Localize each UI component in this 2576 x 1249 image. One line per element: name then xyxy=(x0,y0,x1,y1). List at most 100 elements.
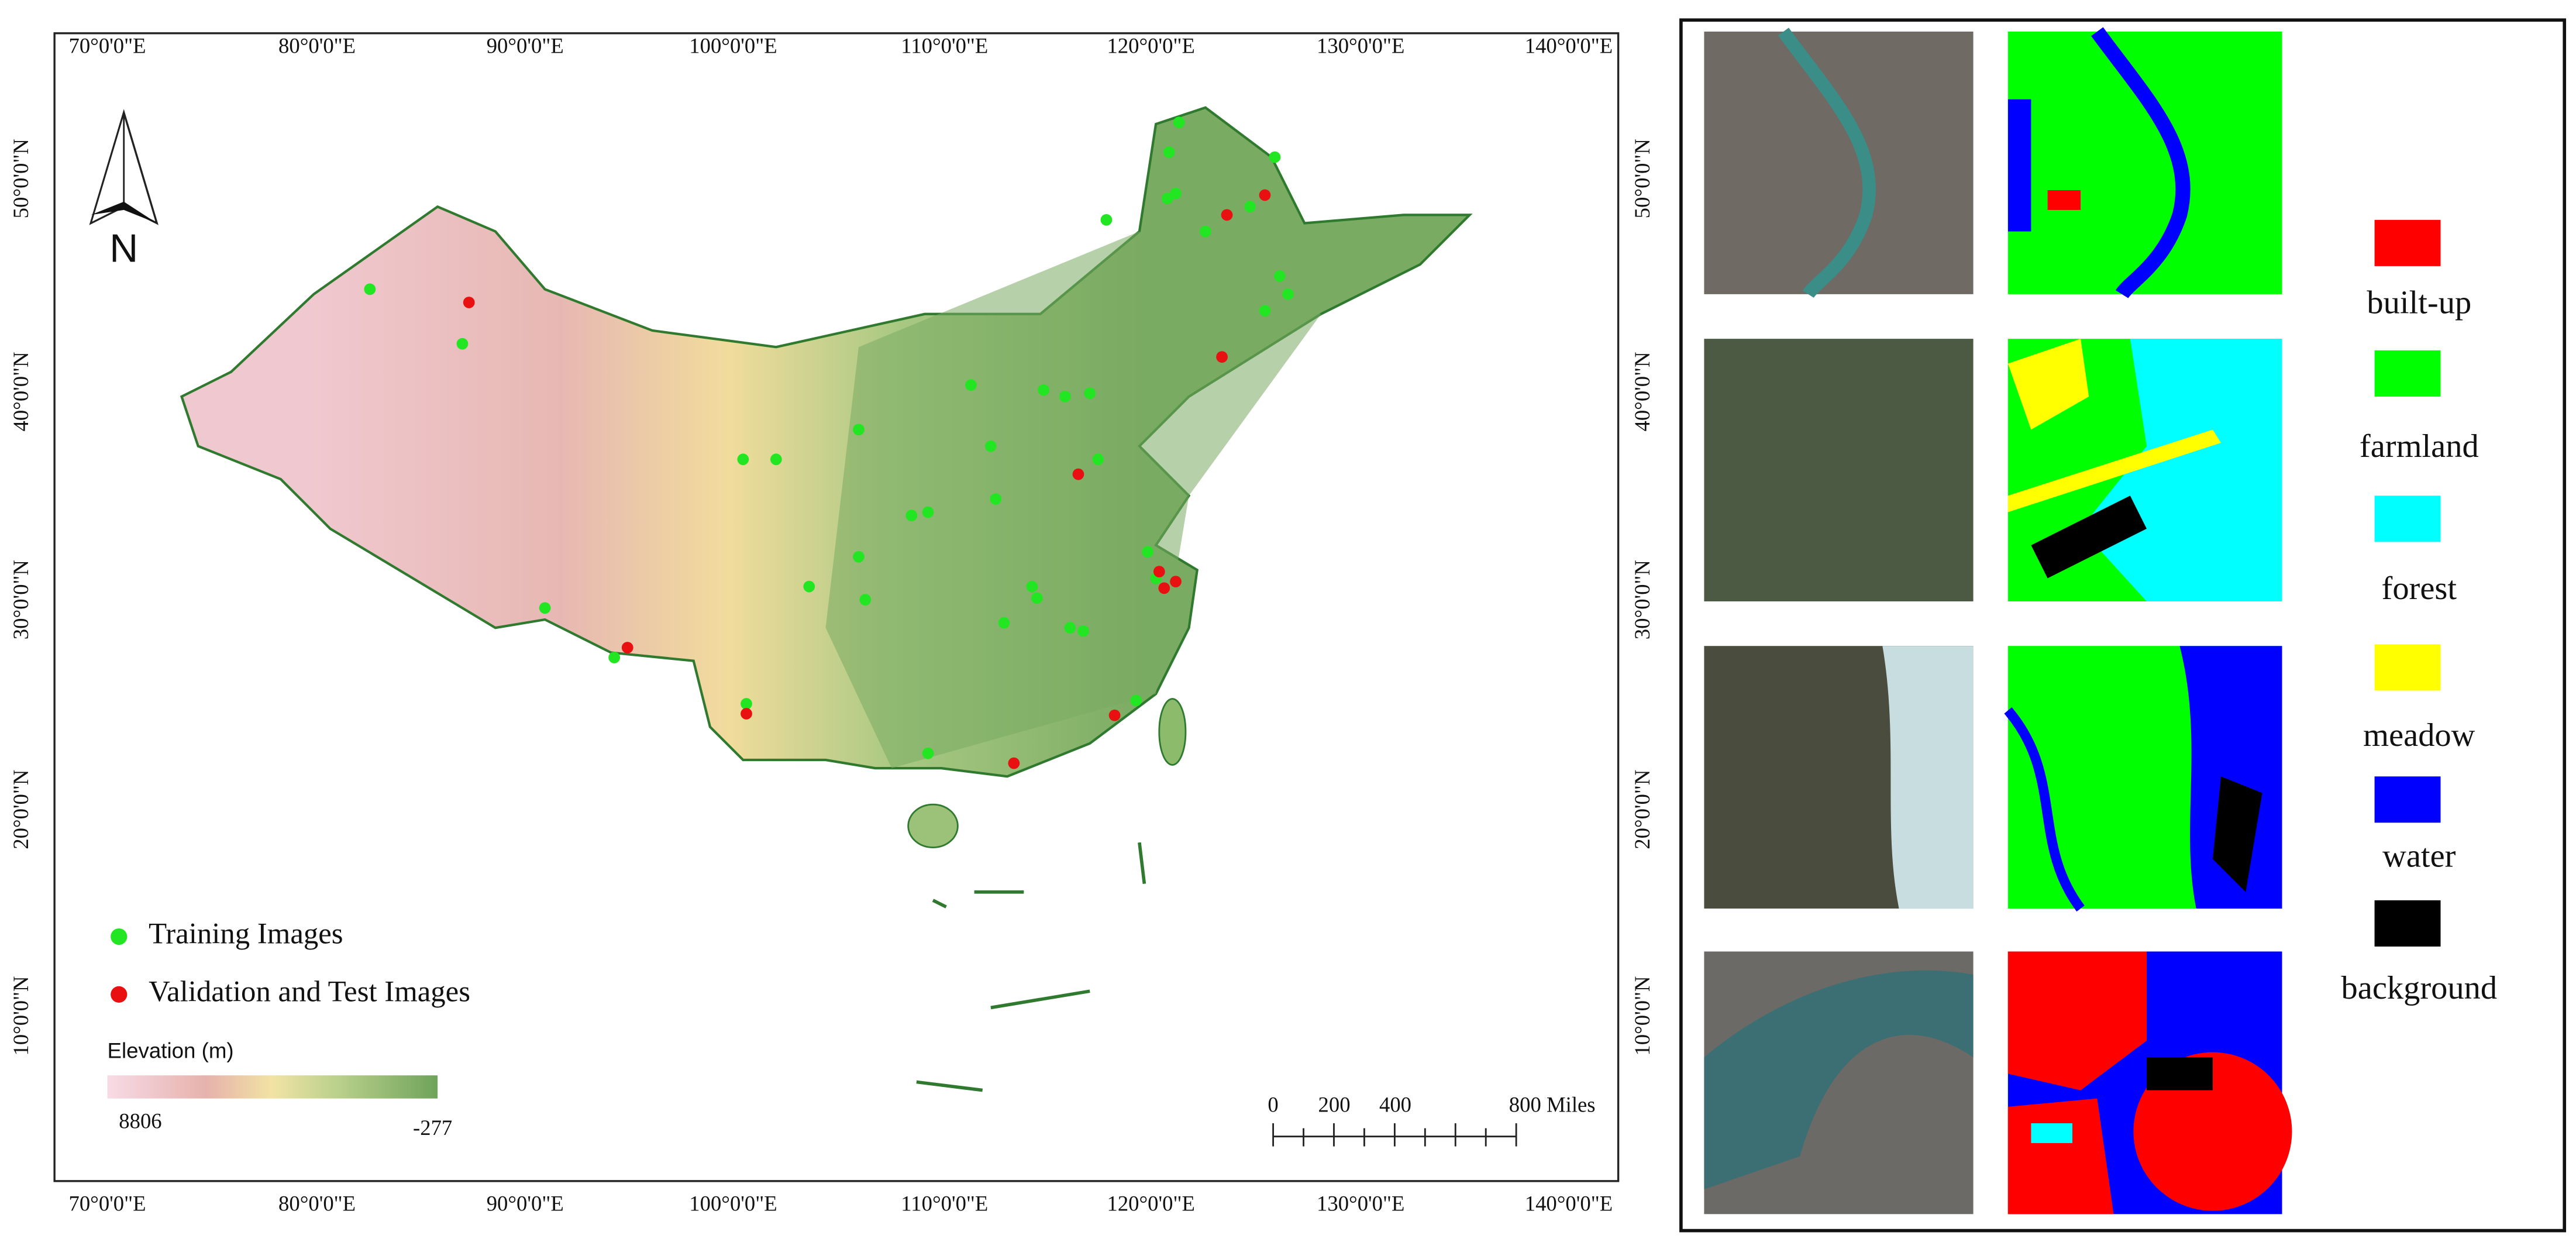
class-bg3 xyxy=(2212,776,2262,892)
legend-label: Training Images xyxy=(149,917,343,950)
training-point xyxy=(1244,201,1256,213)
lon-label-bottom: 110°0'0"E xyxy=(901,1192,988,1216)
lon-label-top: 120°0'0"E xyxy=(1107,34,1194,58)
training-point xyxy=(1100,214,1113,226)
classified-image xyxy=(2007,32,2282,294)
scale-label: 400 xyxy=(1379,1092,1411,1116)
training-point xyxy=(1274,270,1286,282)
class-label: water xyxy=(2382,838,2456,874)
class-label: background xyxy=(2341,970,2498,1006)
training-point xyxy=(905,510,918,522)
validation-point xyxy=(1072,468,1084,480)
lon-label-bottom: 130°0'0"E xyxy=(1317,1192,1404,1216)
north-label: N xyxy=(109,226,138,270)
class-patch xyxy=(2007,99,2031,232)
lon-label-bottom: 80°0'0"E xyxy=(278,1192,356,1216)
elevation-title: Elevation (m) xyxy=(108,1038,234,1062)
elevation-min: -277 xyxy=(413,1116,452,1140)
lon-label-bottom: 140°0'0"E xyxy=(1525,1192,1613,1216)
scale-label: 200 xyxy=(1318,1092,1351,1116)
class-built xyxy=(2007,951,2147,1090)
training-point xyxy=(1170,187,1182,199)
training-point xyxy=(539,602,551,614)
lon-label-top: 110°0'0"E xyxy=(901,34,988,58)
training-point xyxy=(922,747,934,759)
scale-label: 0 xyxy=(1268,1092,1278,1116)
training-point xyxy=(1026,580,1038,593)
validation-point xyxy=(1221,209,1233,221)
lon-label-top: 140°0'0"E xyxy=(1525,34,1613,58)
validation-point xyxy=(463,297,475,308)
training-point xyxy=(1059,391,1071,402)
elevation-max: 8806 xyxy=(119,1109,161,1133)
training-point xyxy=(853,550,865,563)
lat-label-right: 20°0'0"N xyxy=(1630,770,1654,849)
training-point xyxy=(853,424,865,436)
class-forest4 xyxy=(2031,1123,2072,1143)
lon-label-top: 130°0'0"E xyxy=(1317,34,1404,58)
lat-label-right: 50°0'0"N xyxy=(1630,139,1654,218)
validation-point xyxy=(621,642,633,653)
class-label: farmland xyxy=(2360,428,2479,464)
training-point xyxy=(1199,225,1211,238)
legend-dot xyxy=(111,928,128,945)
validation-point xyxy=(1158,582,1170,594)
class-built2 xyxy=(2133,1052,2292,1211)
training-point xyxy=(1282,288,1294,300)
validation-point xyxy=(1216,351,1228,363)
lon-label-bottom: 90°0'0"E xyxy=(487,1192,564,1216)
legend-label: Validation and Test Images xyxy=(149,975,470,1008)
training-point xyxy=(1142,546,1153,558)
class-patch xyxy=(2047,190,2081,210)
lon-label-top: 80°0'0"E xyxy=(278,34,356,58)
training-point xyxy=(998,617,1010,629)
class-label: meadow xyxy=(2363,717,2475,753)
training-point xyxy=(1173,116,1185,129)
class-label: forest xyxy=(2382,570,2457,607)
lat-label-left: 10°0'0"N xyxy=(9,976,33,1055)
lon-label-top: 90°0'0"E xyxy=(487,34,564,58)
training-point xyxy=(1064,622,1076,634)
class-swatch xyxy=(2374,496,2441,542)
class-bg4 xyxy=(2147,1057,2213,1090)
validation-point xyxy=(1008,757,1020,769)
scale-label: 800 Miles xyxy=(1509,1092,1596,1116)
lat-label-right: 30°0'0"N xyxy=(1630,560,1654,639)
thumbnails xyxy=(1704,27,2292,1214)
north-arrow: N xyxy=(89,109,159,270)
training-point xyxy=(990,493,1002,505)
satellite-image xyxy=(1704,32,1974,294)
training-point xyxy=(803,580,815,593)
training-point xyxy=(1077,625,1089,637)
training-point xyxy=(364,283,376,295)
training-point xyxy=(1130,694,1142,707)
satellite-river xyxy=(1778,27,1876,298)
satellite-image xyxy=(1704,339,1974,601)
lat-label-left: 30°0'0"N xyxy=(9,560,33,639)
lon-label-top: 70°0'0"E xyxy=(68,34,146,58)
satellite-water xyxy=(1882,646,1974,909)
lon-label-bottom: 70°0'0"E xyxy=(68,1192,146,1216)
training-point xyxy=(741,698,752,710)
lon-label-bottom: 120°0'0"E xyxy=(1107,1192,1194,1216)
lat-label-right: 40°0'0"N xyxy=(1630,352,1654,431)
china xyxy=(180,106,1473,1092)
class-built3 xyxy=(2007,1098,2114,1214)
class-bg xyxy=(2031,496,2147,579)
class-swatch xyxy=(2374,900,2441,947)
satellite-sea xyxy=(1704,970,1974,1189)
class-swatch xyxy=(2374,776,2441,823)
validation-point xyxy=(1153,566,1165,578)
training-point xyxy=(1092,453,1104,466)
legend-dot xyxy=(111,986,128,1003)
validation-point xyxy=(741,708,752,720)
elevation-bar xyxy=(107,1075,438,1099)
lat-label-left: 40°0'0"N xyxy=(9,352,33,431)
training-point xyxy=(770,453,782,466)
validation-point xyxy=(1259,189,1271,201)
training-point xyxy=(608,652,621,663)
class-meadow2 xyxy=(2007,339,2089,430)
training-point xyxy=(1031,592,1043,604)
